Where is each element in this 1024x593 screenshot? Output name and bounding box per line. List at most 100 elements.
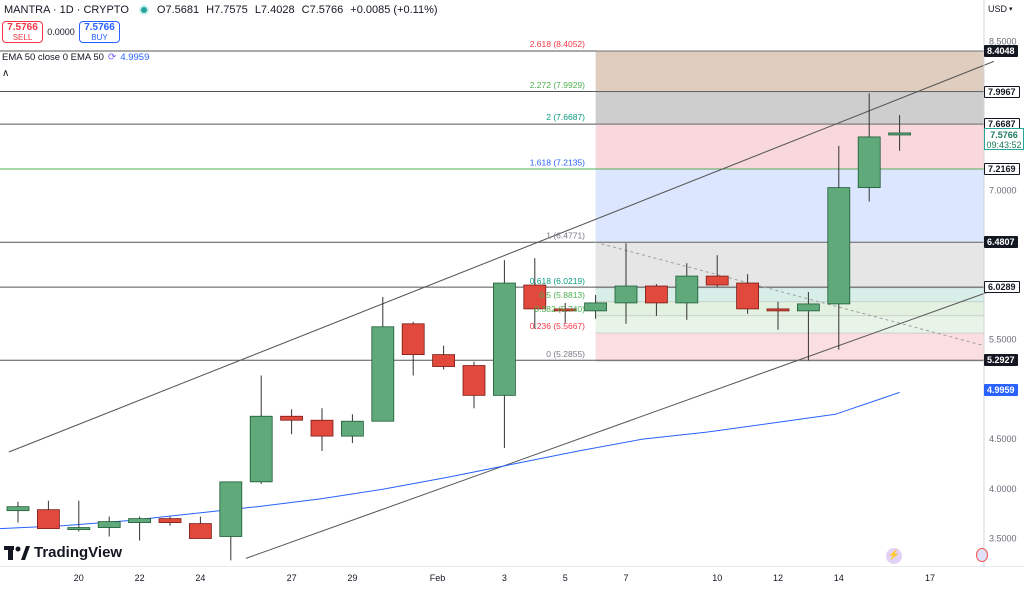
fib-zone	[595, 315, 984, 334]
candle	[249, 375, 273, 484]
candle-body	[97, 521, 121, 528]
price-badge: 5.2927	[984, 354, 1018, 367]
candle	[371, 296, 395, 422]
candle	[766, 301, 790, 330]
fib-zone	[595, 50, 984, 92]
candle	[675, 263, 699, 320]
candle	[401, 321, 425, 376]
date-tick-label: 10	[712, 573, 722, 583]
spread-value: 0.0000	[47, 27, 75, 37]
fib-label: 0.5 (5.8813)	[539, 290, 585, 300]
trade-buttons: 7.5766 SELL 0.0000 7.5766 BUY	[2, 21, 120, 43]
fib-labels: 2.618 (8.4052) 2.272 (7.9929) 2 (7.6687) 1.…	[530, 39, 585, 359]
candle	[857, 93, 881, 202]
price-tick-label: 3.5000	[989, 534, 1017, 544]
close-value: C7.5766	[301, 4, 344, 16]
date-tick-label: 29	[347, 573, 357, 583]
candle-body	[340, 420, 364, 437]
collapse-chevron-icon[interactable]: ∧	[2, 68, 10, 79]
indicator-settings-icon[interactable]: ⟳	[107, 52, 117, 63]
candle-body	[432, 354, 456, 367]
candle-body	[553, 308, 577, 312]
sell-label: SELL	[12, 33, 33, 42]
candle-body	[584, 302, 607, 312]
sell-button[interactable]: 7.5766 SELL	[2, 21, 43, 43]
fib-label: 0.618 (6.0219)	[530, 276, 585, 286]
candle	[6, 501, 30, 523]
channel-upper-line	[8, 60, 995, 453]
date-tick-label: 12	[773, 573, 783, 583]
settings-icon[interactable]	[976, 548, 988, 562]
date-tick-label: 22	[135, 573, 145, 583]
candle-body	[371, 326, 395, 422]
candle-body	[766, 308, 790, 312]
price-badge: 6.4807	[984, 236, 1018, 249]
bar-countdown: 09:43:52	[986, 140, 1022, 150]
fib-zone	[595, 169, 984, 243]
symbol-title[interactable]: MANTRA · 1D · CRYPTO	[4, 4, 129, 16]
fib-label: 0 (5.2855)	[546, 349, 585, 359]
candle-body	[492, 282, 516, 396]
candle	[67, 500, 91, 532]
indicator-label: EMA 50 close 0 EMA 50	[2, 52, 104, 63]
fib-label: 1.618 (7.2135)	[530, 157, 585, 167]
candle	[553, 302, 577, 323]
candle	[492, 260, 516, 449]
open-value: O7.5681	[156, 4, 200, 16]
date-tick-label: 17	[925, 573, 935, 583]
fib-zone	[595, 301, 984, 316]
indicator-legend[interactable]: EMA 50 close 0 EMA 50 ⟳ 4.9959	[2, 52, 149, 63]
candle	[188, 516, 212, 539]
ohlc-values: O7.5681 H7.7575 L7.4028 C7.5766 +0.0085 …	[157, 4, 442, 16]
candle	[340, 414, 364, 444]
current-price: 7.5766	[990, 130, 1018, 140]
candle-body	[462, 365, 486, 396]
candle-body	[675, 275, 699, 304]
candle-body	[219, 481, 243, 537]
price-tick-label: 4.5000	[989, 434, 1017, 444]
currency-label: USD	[988, 4, 1008, 14]
current-price-badge: 7.5766 09:43:52	[984, 128, 1024, 150]
lightning-icon[interactable]: ⚡	[886, 548, 902, 564]
date-tick-label: 20	[74, 573, 84, 583]
candle-body	[523, 284, 547, 310]
candle	[523, 258, 547, 329]
buy-price: 7.5766	[84, 22, 115, 33]
candle	[128, 516, 152, 541]
dashed-trend-line	[595, 241, 985, 347]
fib-zone	[595, 91, 984, 125]
candle-body	[827, 187, 851, 305]
sell-price: 7.5766	[7, 22, 38, 33]
buy-label: BUY	[91, 33, 108, 42]
date-tick-label: 14	[834, 573, 844, 583]
currency-selector[interactable]: USD ▾	[988, 4, 1013, 14]
parallel-channel[interactable]	[8, 60, 995, 559]
date-tick-label: Feb	[430, 573, 446, 583]
price-badge: 8.4048	[984, 44, 1018, 57]
time-axis-bg	[0, 567, 1024, 588]
date-tick-label: 24	[195, 573, 205, 583]
fib-label: 0.236 (5.5667)	[530, 321, 585, 331]
fib-label: 1 (6.4771)	[546, 231, 585, 241]
price-tick-label: 4.0000	[989, 484, 1017, 494]
indicator-value: 4.9959	[120, 52, 150, 63]
fib-zone	[595, 333, 984, 362]
buy-button[interactable]: 7.5766 BUY	[79, 21, 120, 43]
tradingview-logo[interactable]: TradingView	[4, 544, 122, 561]
candle-body	[888, 132, 911, 136]
candle-body	[310, 419, 334, 437]
candle	[827, 145, 851, 350]
candle-body	[736, 282, 759, 310]
candle	[736, 274, 759, 314]
candle	[158, 516, 182, 526]
horizontal-lines[interactable]	[0, 50, 985, 362]
candle	[219, 481, 243, 561]
price-tick-label: 8.5000	[989, 37, 1017, 47]
tradingview-logo-icon	[4, 545, 30, 560]
candle-body	[280, 415, 304, 421]
candle	[37, 500, 60, 529]
fib-label: 2 (7.6687)	[546, 112, 585, 122]
fib-zone	[595, 242, 984, 288]
